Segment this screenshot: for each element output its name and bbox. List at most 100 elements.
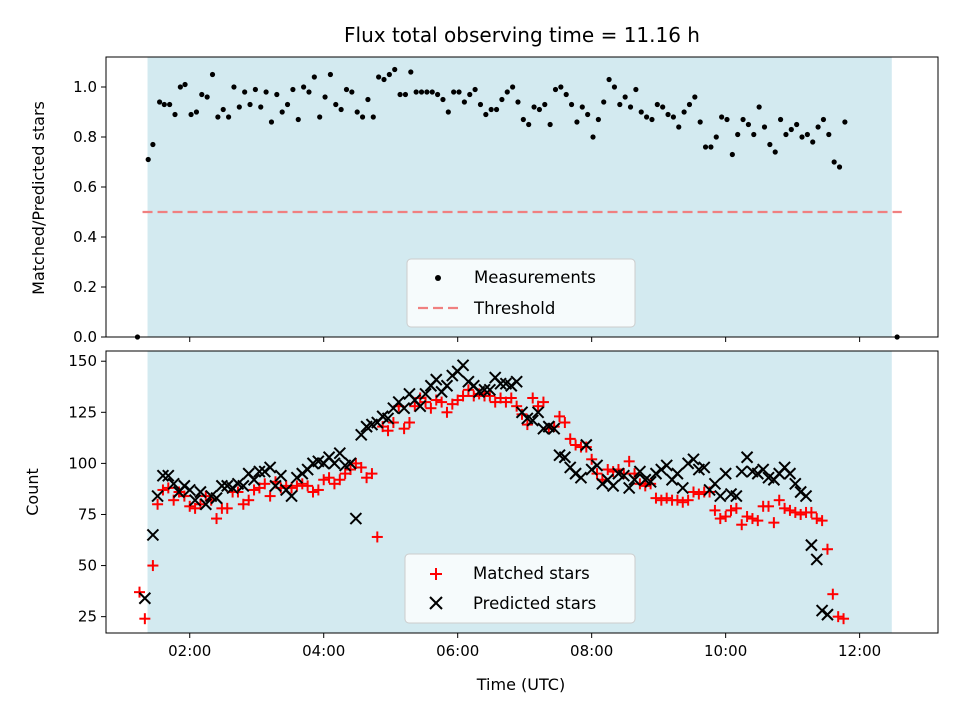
predicted-star-point: [671, 467, 684, 480]
matched-star-point: [763, 500, 775, 512]
matched-star-point: [602, 464, 614, 476]
matched-star-point: [133, 586, 145, 598]
measurement-point: [247, 101, 253, 108]
predicted-star-point: [237, 479, 250, 493]
matched-star-point: [296, 478, 308, 490]
measurement-point: [161, 101, 167, 108]
matched-star-point: [211, 513, 223, 525]
measurement-point: [536, 106, 543, 113]
matched-star-point: [259, 478, 271, 490]
matched-star-point: [693, 488, 705, 500]
measurement-point: [622, 94, 628, 100]
measurement-point: [697, 119, 703, 125]
measurement-point: [794, 121, 800, 128]
y-tick-label: 0.8: [73, 128, 97, 146]
chart-title: Flux total observing time = 11.16 h: [344, 23, 700, 47]
measurement-point: [676, 124, 682, 130]
predicted-star-point: [590, 459, 604, 472]
measurements-legend-marker: [435, 275, 441, 281]
measurement-point: [831, 159, 837, 165]
predicted-star-point: [146, 528, 160, 542]
matched-star-point: [709, 504, 721, 516]
matched-star-point: [409, 400, 421, 412]
predicted-star-point: [708, 477, 722, 491]
measurement-point: [295, 116, 301, 123]
predicted-star-point: [622, 481, 636, 495]
measurement-point: [429, 89, 435, 95]
measurement-point: [408, 69, 414, 75]
measurement-point: [472, 86, 478, 93]
measurement-point: [209, 71, 216, 78]
x-tick-label: 06:00: [436, 642, 479, 660]
measurement-point: [488, 106, 494, 113]
y-tick-label: 25: [78, 608, 97, 626]
measurement-point: [177, 84, 183, 90]
matched-star-point: [736, 519, 748, 531]
measurement-point: [386, 71, 392, 78]
measurement-point: [643, 114, 650, 120]
matched-star-point: [661, 492, 673, 504]
measurements-series: [134, 66, 900, 340]
measurement-point: [338, 106, 344, 113]
matched-star-point: [671, 494, 683, 506]
matched-star-point: [382, 425, 394, 437]
predicted-star-point: [644, 475, 657, 488]
matched-star-point: [838, 613, 850, 625]
predicted-star-point: [660, 459, 673, 472]
measurement-point: [574, 119, 580, 125]
measurement-point: [493, 106, 500, 113]
predicted-star-point: [328, 457, 341, 470]
measurement-point: [156, 99, 163, 105]
predicted-star-point: [698, 461, 711, 474]
y-tick-label: 1.0: [73, 78, 97, 96]
measurement-point: [376, 74, 382, 80]
matched-star-point: [559, 417, 571, 429]
measurements-legend-label: Measurements: [474, 268, 596, 287]
matched-star-point: [730, 502, 742, 514]
measurement-point: [268, 119, 275, 125]
predicted-star-point: [419, 387, 432, 401]
matched-star-point: [832, 611, 844, 623]
top-panel: 0.0 0.2 0.4 0.6 0.8 1.0 Matched/Predicted sta…: [29, 56, 939, 346]
measurement-point: [381, 76, 387, 83]
measurement-point: [799, 134, 805, 140]
measurement-point: [568, 101, 575, 108]
matched-star-point: [334, 474, 346, 486]
matched-star-point: [398, 423, 410, 435]
matched-star-point: [623, 455, 635, 467]
predicted-star-point: [210, 491, 223, 505]
predicted-star-point: [183, 483, 196, 497]
predicted-star-point: [333, 446, 346, 460]
matched-star-point: [264, 490, 276, 502]
predicted-star-point: [730, 489, 743, 503]
predicted-star-point: [151, 489, 164, 503]
predicted-star-point: [580, 438, 593, 452]
matched-star-point: [779, 502, 791, 514]
top-x-ticks: [189, 337, 861, 342]
matched-star-point: [795, 508, 807, 520]
matched-star-point: [366, 468, 378, 480]
y-tick-label: 50: [78, 557, 97, 575]
matched-star-point: [307, 486, 319, 498]
matched-star-point: [355, 461, 367, 473]
measurement-point: [370, 114, 376, 120]
matched-star-point: [157, 484, 169, 496]
matched-star-point: [725, 504, 737, 516]
measurement-point: [188, 111, 194, 118]
predicted-star-point: [397, 402, 411, 415]
measurement-point: [702, 144, 709, 150]
matched-star-point: [425, 402, 437, 414]
matched-star-point: [650, 492, 662, 504]
predicted-star-point: [381, 412, 395, 425]
y-tick-label: 150: [68, 352, 97, 370]
matched-star-point: [784, 504, 796, 516]
matched-star-point: [570, 439, 582, 451]
measurement-point: [499, 96, 505, 103]
y-tick-label: 0.2: [73, 278, 97, 296]
matched-star-point: [752, 515, 764, 527]
predicted-star-point: [714, 489, 727, 503]
matched-star-point: [773, 494, 785, 506]
predicted-star-point: [531, 406, 545, 419]
y-tick-label: 75: [78, 505, 97, 523]
bottom-panel: 25 50 75 100 125 150 02:00 04:00 06:00 08:00 10:0…: [23, 350, 939, 694]
